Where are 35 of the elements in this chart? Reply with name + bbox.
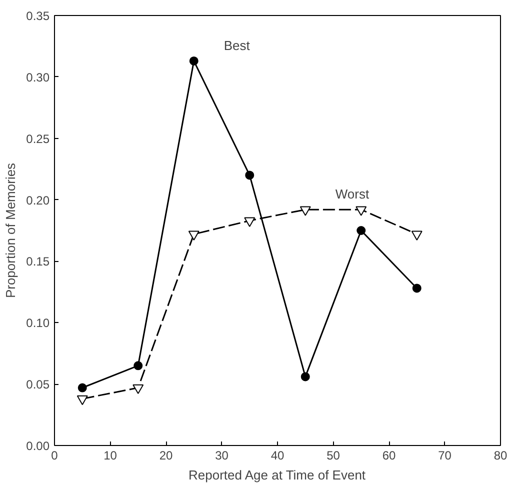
- point: [132, 384, 144, 394]
- point: [245, 170, 254, 180]
- point: [134, 361, 143, 370]
- y-tick-label: 0.00: [26, 439, 50, 453]
- y-tick-label: 0.35: [26, 9, 50, 23]
- y-tick-label: 0.25: [26, 132, 50, 146]
- point: [356, 226, 366, 235]
- x-axis-title: Reported Age at Time of Event: [188, 468, 366, 482]
- point: [356, 206, 367, 216]
- point: [78, 383, 87, 392]
- point: [189, 56, 198, 66]
- x-tick-label: 30: [215, 448, 229, 462]
- x-tick-label: 0: [51, 448, 58, 462]
- x-tick-label: 70: [438, 448, 452, 462]
- y-tick-label: 0.30: [26, 70, 50, 84]
- y-tick-label: 0.20: [26, 193, 50, 208]
- y-axis-title: Proportion of Memories: [3, 162, 18, 298]
- point: [76, 395, 88, 406]
- point: [412, 284, 422, 293]
- x-tick-label: 40: [270, 448, 284, 462]
- point: [244, 217, 256, 227]
- point: [188, 230, 200, 240]
- y-tick-label: 0.10: [26, 316, 50, 330]
- series-label: Worst: [335, 186, 370, 202]
- x-tick-label: 80: [494, 448, 508, 462]
- x-tick-label: 10: [104, 448, 118, 462]
- y-tick-label: 0.05: [26, 378, 50, 392]
- point: [300, 372, 310, 382]
- x-tick-label: 50: [326, 448, 340, 462]
- point: [300, 206, 311, 216]
- y-tick-label: 0.15: [26, 254, 50, 269]
- x-tick-label: 20: [159, 448, 173, 462]
- text: Best: [224, 38, 250, 53]
- x-tick-label: 60: [382, 448, 396, 462]
- point: [411, 230, 422, 240]
